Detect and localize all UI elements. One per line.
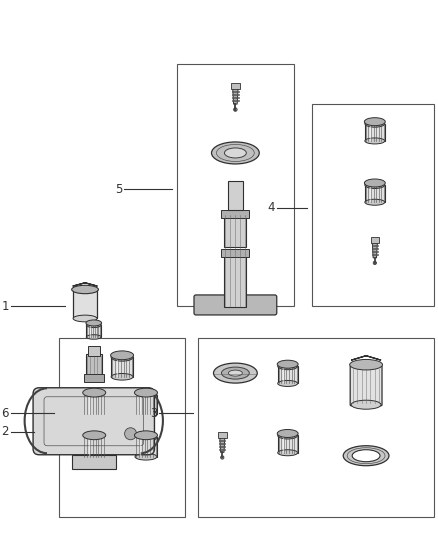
Ellipse shape [83,454,105,460]
Bar [219,446,225,447]
Ellipse shape [134,431,157,440]
Bar [219,449,225,450]
Ellipse shape [111,374,133,380]
FancyBboxPatch shape [194,295,277,315]
Ellipse shape [111,353,133,361]
Bar [371,237,379,244]
Polygon shape [73,283,98,286]
Bar [232,91,239,92]
Bar [232,100,239,101]
Ellipse shape [111,351,134,360]
Text: 6: 6 [1,407,9,419]
Polygon shape [351,356,381,360]
Bar [111,357,133,377]
Circle shape [221,456,224,459]
FancyBboxPatch shape [33,388,155,455]
Ellipse shape [350,359,382,370]
Polygon shape [220,437,225,453]
Ellipse shape [135,454,157,460]
Bar [73,290,97,319]
Ellipse shape [135,433,157,441]
Ellipse shape [365,120,385,127]
Ellipse shape [135,391,157,399]
Bar [372,248,378,249]
Ellipse shape [365,199,385,205]
Ellipse shape [278,362,297,370]
Text: 4: 4 [267,201,275,214]
Bar [135,437,157,457]
Circle shape [124,428,137,440]
Ellipse shape [224,148,246,158]
Ellipse shape [83,388,106,397]
Text: 1: 1 [1,300,9,313]
Bar [83,394,105,414]
Bar [278,435,297,453]
Ellipse shape [365,181,385,189]
Ellipse shape [364,179,385,187]
Bar [219,440,225,441]
Bar [222,209,249,217]
Bar [177,64,294,306]
Polygon shape [372,243,378,258]
Ellipse shape [222,367,249,379]
Bar [231,83,240,89]
Text: 2: 2 [1,425,9,438]
Text: 3: 3 [150,407,157,419]
Bar [222,248,249,256]
FancyBboxPatch shape [350,366,382,406]
Bar [72,455,116,469]
Polygon shape [233,88,238,104]
Bar [311,104,434,306]
Bar [232,94,239,95]
Ellipse shape [83,411,105,417]
Ellipse shape [212,142,259,164]
Bar [365,185,385,202]
Ellipse shape [134,388,157,397]
Bar [218,432,226,438]
Bar [365,124,385,141]
Ellipse shape [86,320,102,326]
Bar [86,354,102,376]
Bar [198,338,434,517]
Ellipse shape [83,431,106,440]
Ellipse shape [351,400,381,409]
Bar [224,213,246,247]
Bar [372,251,378,252]
Ellipse shape [364,118,385,126]
Ellipse shape [229,370,242,376]
Text: 5: 5 [115,183,122,196]
Bar [372,254,378,255]
Bar [86,325,101,337]
Ellipse shape [277,430,298,438]
Bar [372,245,378,246]
Ellipse shape [365,138,385,144]
Circle shape [373,261,377,264]
Ellipse shape [278,450,297,456]
Bar [228,181,243,209]
Ellipse shape [278,432,297,439]
Ellipse shape [86,335,101,339]
Bar [232,97,239,98]
Bar [88,346,100,356]
Ellipse shape [73,315,97,322]
Ellipse shape [277,360,298,368]
Ellipse shape [72,285,99,294]
Ellipse shape [83,391,105,399]
Bar [59,338,185,517]
Ellipse shape [86,322,101,328]
Bar [83,437,105,457]
Bar [84,374,104,382]
Ellipse shape [278,381,297,386]
Circle shape [233,108,237,111]
Bar [224,253,246,307]
Ellipse shape [83,433,105,441]
Ellipse shape [352,450,380,462]
Bar [278,366,297,383]
Ellipse shape [343,446,389,466]
Ellipse shape [135,411,157,417]
Ellipse shape [213,363,257,383]
Bar [219,442,225,444]
Bar [135,394,157,414]
